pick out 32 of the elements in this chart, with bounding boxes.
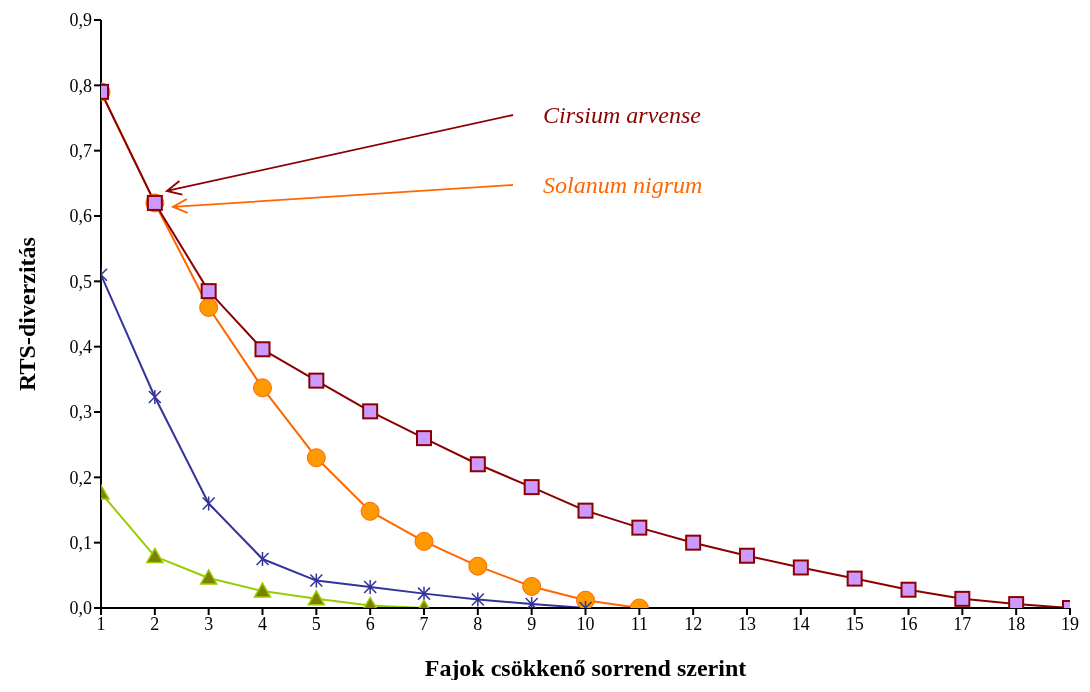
x-tick-label: 13 — [738, 613, 756, 634]
x-tick-label: 12 — [684, 613, 703, 634]
x-tick-label: 17 — [953, 613, 972, 634]
x-tick-label: 3 — [204, 613, 214, 634]
y-tick-label: 0,4 — [69, 337, 92, 358]
x-tick-label: 5 — [311, 613, 321, 634]
x-tick-label: 8 — [473, 613, 483, 634]
x-tick-label: 9 — [527, 613, 537, 634]
x-tick-label: 18 — [1007, 613, 1026, 634]
y-tick-label: 0,9 — [69, 10, 92, 31]
y-tick-label: 0,0 — [69, 598, 92, 619]
x-tick-label: 14 — [791, 613, 810, 634]
y-tick-label: 0,6 — [69, 206, 92, 227]
y-tick-label: 0,7 — [69, 141, 92, 162]
text: Solanum nigrum — [543, 172, 703, 198]
y-tick-label: 0,1 — [69, 533, 92, 554]
x-tick-label: 4 — [258, 613, 267, 634]
x-tick-label: 15 — [845, 613, 864, 634]
y-axis-title: RTS-diverzitás — [13, 237, 40, 391]
text: Cirsium arvense — [543, 102, 702, 128]
x-tick-label: 16 — [899, 613, 918, 634]
x-tick-label: 19 — [1061, 613, 1079, 634]
y-tick-label: 0,5 — [69, 271, 92, 292]
y-tick-label: 0,8 — [69, 75, 92, 96]
x-tick-label: 1 — [96, 613, 106, 634]
x-tick-label: 6 — [365, 613, 375, 634]
y-tick-label: 0,2 — [69, 467, 92, 488]
x-tick-label: 2 — [150, 613, 160, 634]
x-tick-label: 7 — [419, 613, 429, 634]
y-tick-label: 0,3 — [69, 402, 92, 423]
x-tick-label: 11 — [630, 613, 649, 634]
x-tick-label: 10 — [576, 613, 595, 634]
